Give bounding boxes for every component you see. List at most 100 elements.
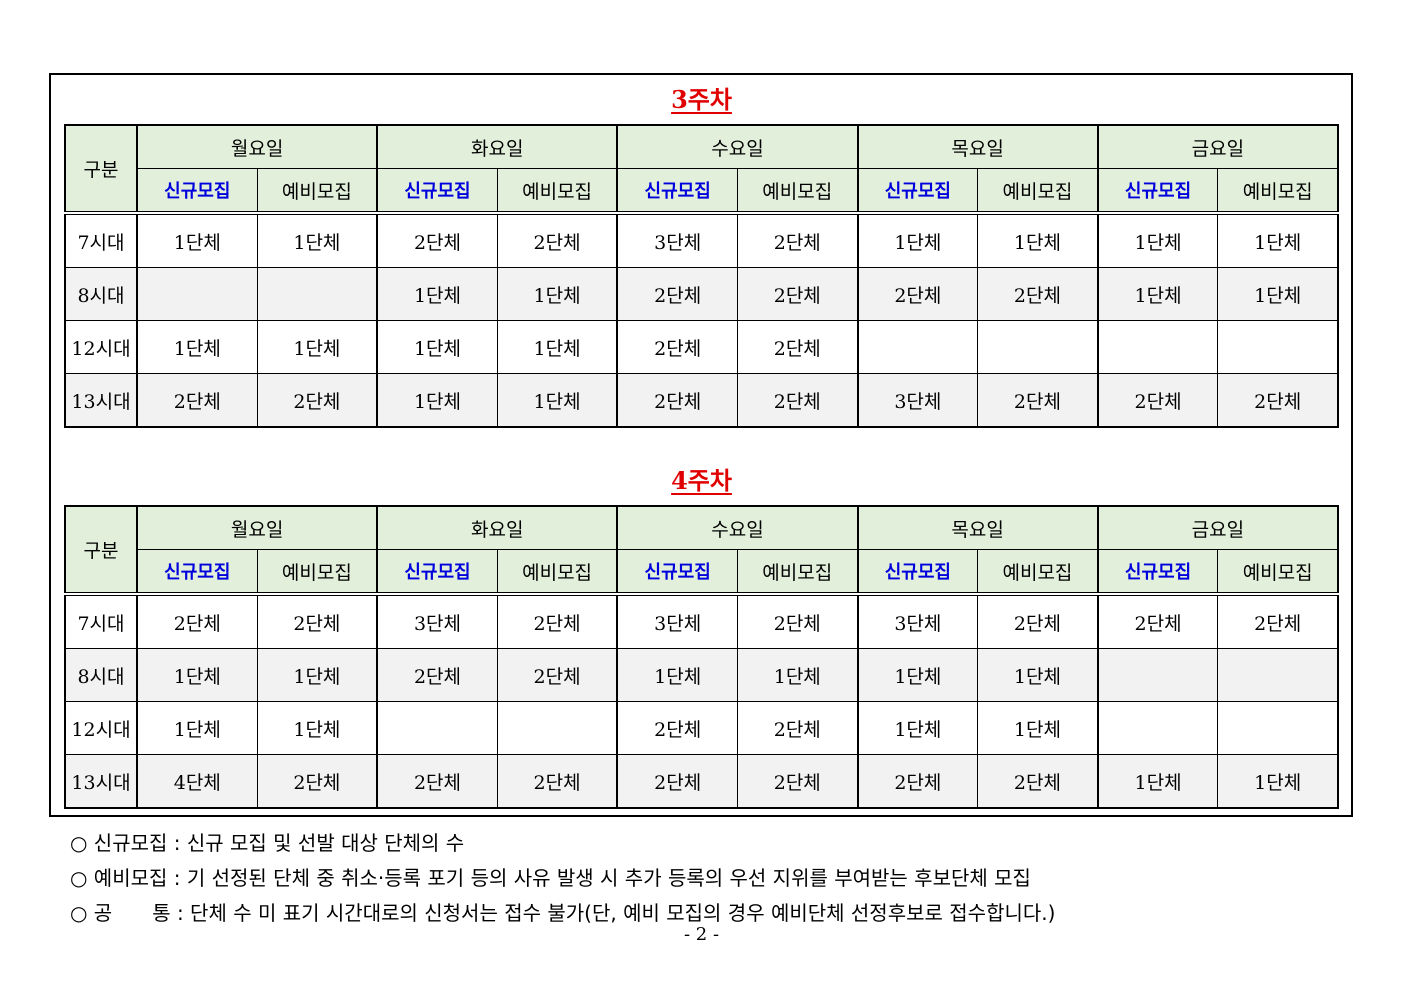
group-count-cell: 2단체 <box>736 320 859 374</box>
group-count-cell: 1단체 <box>496 373 618 428</box>
group-count-cell: 2단체 <box>136 593 258 649</box>
new-recruit-header: 신규모집 <box>376 168 498 215</box>
reserve-recruit-header: 예비모집 <box>496 549 618 596</box>
time-slot: 8시대 <box>64 267 138 321</box>
new-recruit-header: 신규모집 <box>1096 549 1219 596</box>
new-recruit-header: 신규모집 <box>136 168 258 215</box>
new-recruit-header: 신규모집 <box>616 168 738 215</box>
group-count-cell: 1단체 <box>1217 754 1339 809</box>
group-count-cell: 1단체 <box>376 267 498 321</box>
category-header: 구분 <box>64 505 138 596</box>
day-header: 목요일 <box>856 124 1099 169</box>
group-count-cell <box>496 701 618 755</box>
group-count-cell: 2단체 <box>736 701 859 755</box>
day-header: 목요일 <box>856 505 1099 550</box>
group-count-cell: 2단체 <box>1217 593 1339 649</box>
group-count-cell: 2단체 <box>376 212 498 268</box>
group-count-cell <box>376 701 498 755</box>
group-count-cell <box>1217 320 1339 374</box>
group-count-cell: 2단체 <box>616 373 738 428</box>
table-row: 7시대 1단체 1단체 2단체 2단체 3단체 2단체 1단체 1단체 1단체 1단체 <box>64 212 1339 268</box>
group-count-cell: 2단체 <box>736 754 859 809</box>
group-count-cell: 1단체 <box>256 701 378 755</box>
group-count-cell: 1단체 <box>1217 267 1339 321</box>
day-header: 금요일 <box>1096 124 1339 169</box>
group-count-cell <box>1217 648 1339 702</box>
group-count-cell: 1단체 <box>496 267 618 321</box>
group-count-cell: 2단체 <box>496 593 618 649</box>
reserve-recruit-header: 예비모집 <box>977 168 1099 215</box>
group-count-cell: 2단체 <box>1096 593 1219 649</box>
group-count-cell: 4단체 <box>136 754 258 809</box>
reserve-recruit-header: 예비모집 <box>1217 168 1339 215</box>
new-recruit-header: 신규모집 <box>856 168 979 215</box>
group-count-cell: 2단체 <box>136 373 258 428</box>
group-count-cell: 1단체 <box>856 212 979 268</box>
schedule-table: 구분 월요일 화요일 수요일 목요일 금요일 신규모집 예비모집 신규모집 예비모집 신규모집 예비모… <box>64 505 1339 809</box>
group-count-cell: 1단체 <box>977 701 1099 755</box>
group-count-cell: 3단체 <box>616 212 738 268</box>
group-count-cell: 3단체 <box>376 593 498 649</box>
group-count-cell: 1단체 <box>136 320 258 374</box>
group-count-cell: 2단체 <box>1096 373 1219 428</box>
notes: ○ 신규모집 : 신규 모집 및 선발 대상 단체의 수 ○ 예비모집 : 기 … <box>70 826 1055 931</box>
group-count-cell: 2단체 <box>616 320 738 374</box>
group-count-cell: 3단체 <box>616 593 738 649</box>
group-count-cell: 2단체 <box>496 212 618 268</box>
time-slot: 12시대 <box>64 320 138 374</box>
group-count-cell: 1단체 <box>1096 212 1219 268</box>
category-header: 구분 <box>64 124 138 215</box>
group-count-cell: 3단체 <box>856 373 979 428</box>
new-recruit-header: 신규모집 <box>376 549 498 596</box>
group-count-cell: 1단체 <box>256 648 378 702</box>
group-count-cell: 2단체 <box>256 754 378 809</box>
reserve-recruit-header: 예비모집 <box>256 168 378 215</box>
group-count-cell: 1단체 <box>856 701 979 755</box>
group-count-cell: 1단체 <box>1096 267 1219 321</box>
day-header: 수요일 <box>616 505 859 550</box>
group-count-cell: 1단체 <box>256 320 378 374</box>
group-count-cell: 2단체 <box>256 593 378 649</box>
week-title: 3주차 <box>671 85 732 114</box>
day-header: 화요일 <box>376 505 618 550</box>
group-count-cell <box>856 320 979 374</box>
group-count-cell: 1단체 <box>496 320 618 374</box>
reserve-recruit-header: 예비모집 <box>977 549 1099 596</box>
group-count-cell: 2단체 <box>376 648 498 702</box>
reserve-recruit-header: 예비모집 <box>736 549 859 596</box>
document-frame <box>49 73 1353 817</box>
table-row: 13시대 2단체 2단체 1단체 1단체 2단체 2단체 3단체 2단체 2단체 2단체 <box>64 373 1339 428</box>
note-reserve: ○ 예비모집 : 기 선정된 단체 중 취소·등록 포기 등의 사유 발생 시 … <box>70 866 1031 890</box>
time-slot: 13시대 <box>64 373 138 428</box>
group-count-cell: 2단체 <box>977 754 1099 809</box>
table-row: 8시대 1단체 1단체 2단체 2단체 1단체 1단체 1단체 1단체 <box>64 648 1339 702</box>
reserve-recruit-header: 예비모집 <box>736 168 859 215</box>
time-slot: 13시대 <box>64 754 138 809</box>
time-slot: 12시대 <box>64 701 138 755</box>
day-header: 월요일 <box>135 505 378 550</box>
group-count-cell: 2단체 <box>977 373 1099 428</box>
group-count-cell: 2단체 <box>616 754 738 809</box>
group-count-cell <box>136 267 258 321</box>
group-count-cell: 2단체 <box>736 593 859 649</box>
time-slot: 8시대 <box>64 648 138 702</box>
group-count-cell <box>977 320 1099 374</box>
group-count-cell: 2단체 <box>256 373 378 428</box>
group-count-cell: 1단체 <box>977 648 1099 702</box>
group-count-cell: 1단체 <box>616 648 738 702</box>
group-count-cell: 3단체 <box>856 593 979 649</box>
day-header: 월요일 <box>135 124 378 169</box>
group-count-cell: 2단체 <box>977 593 1099 649</box>
group-count-cell: 1단체 <box>1217 212 1339 268</box>
table-row: 13시대 4단체 2단체 2단체 2단체 2단체 2단체 2단체 2단체 1단체 1단체 <box>64 754 1339 809</box>
group-count-cell: 2단체 <box>376 754 498 809</box>
group-count-cell: 2단체 <box>856 754 979 809</box>
group-count-cell: 1단체 <box>376 373 498 428</box>
group-count-cell: 1단체 <box>136 212 258 268</box>
group-count-cell: 2단체 <box>1217 373 1339 428</box>
day-header: 수요일 <box>616 124 859 169</box>
table-row: 8시대 1단체 1단체 2단체 2단체 2단체 2단체 1단체 1단체 <box>64 267 1339 321</box>
reserve-recruit-header: 예비모집 <box>1217 549 1339 596</box>
new-recruit-header: 신규모집 <box>136 549 258 596</box>
group-count-cell: 2단체 <box>736 212 859 268</box>
